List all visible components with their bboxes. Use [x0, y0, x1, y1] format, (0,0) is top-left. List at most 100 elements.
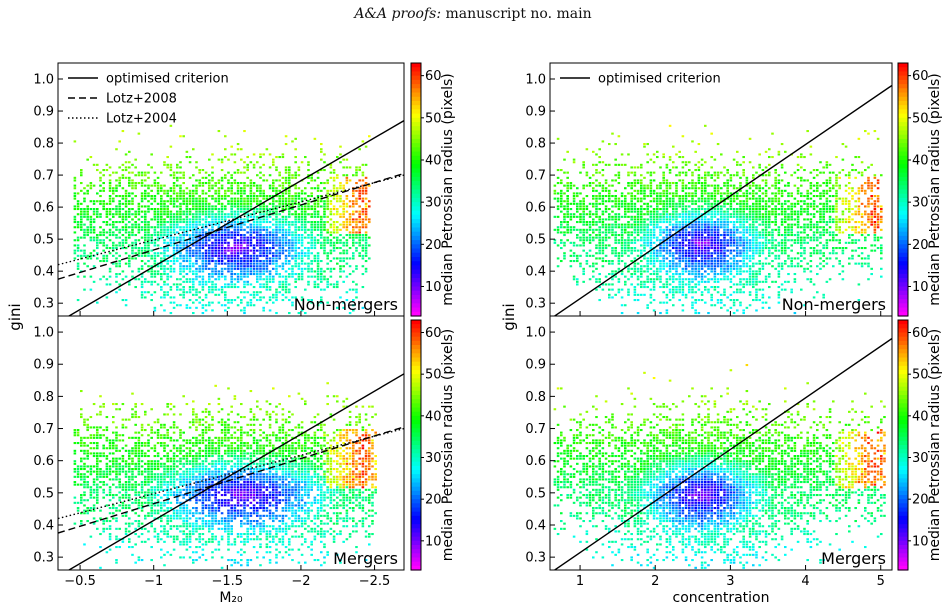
heatmap-cell [134, 213, 137, 216]
heatmap-cell [259, 499, 262, 502]
heatmap-cell [243, 431, 246, 434]
heatmap-cell [304, 491, 307, 494]
heatmap-cell [169, 197, 173, 200]
heatmap-cell [73, 195, 77, 198]
heatmap-cell [275, 223, 278, 226]
heatmap-cell [92, 184, 96, 187]
heatmap-cell [124, 304, 128, 307]
heatmap-cell [233, 473, 237, 476]
heatmap-cell [291, 473, 294, 476]
heatmap-cell [352, 210, 355, 213]
heatmap-cell [262, 462, 265, 465]
heatmap-cell [140, 182, 144, 185]
heatmap-cell [134, 158, 137, 161]
heatmap-cell [265, 205, 269, 208]
heatmap-cell [281, 299, 285, 302]
heatmap-cell [140, 291, 144, 294]
heatmap-cell [233, 286, 237, 289]
heatmap-cell [268, 468, 272, 471]
heatmap-cell [211, 234, 214, 237]
heatmap-cell [182, 520, 185, 523]
heatmap-cell [348, 273, 352, 276]
heatmap-cell [208, 174, 211, 177]
heatmap-cell [240, 301, 243, 304]
legend-entry: optimised criterion [106, 72, 229, 87]
heatmap-cell [211, 228, 214, 231]
heatmap-cell [284, 280, 288, 283]
heatmap-cell [252, 208, 256, 211]
colorbar-segment [411, 96, 421, 102]
heatmap-cell [217, 179, 221, 182]
heatmap-cell [332, 478, 336, 481]
heatmap-cell [233, 171, 237, 174]
heatmap-cell [166, 283, 169, 286]
heatmap-cell [208, 228, 211, 231]
heatmap-cell [345, 226, 349, 229]
heatmap-cell [115, 431, 118, 434]
heatmap-cell [262, 228, 265, 231]
heatmap-cell [288, 488, 291, 491]
heatmap-cell [163, 449, 166, 452]
heatmap-cell [339, 559, 342, 562]
heatmap-cell [192, 312, 195, 315]
heatmap-cell [230, 257, 233, 260]
heatmap-cell [134, 486, 137, 489]
heatmap-cell [124, 205, 128, 208]
heatmap-cell [313, 202, 317, 205]
heatmap-cell [118, 208, 121, 211]
heatmap-cell [233, 234, 237, 237]
heatmap-cell [374, 468, 377, 471]
heatmap-cell [140, 449, 144, 452]
colorbar-segment [411, 223, 421, 229]
heatmap-cell [262, 213, 265, 216]
heatmap-cell [275, 260, 278, 263]
heatmap-cell [227, 548, 230, 551]
heatmap-cell [240, 202, 243, 205]
heatmap-cell [284, 501, 288, 504]
heatmap-cell [368, 434, 371, 437]
heatmap-cell [185, 228, 189, 231]
heatmap-cell [128, 200, 131, 203]
heatmap-cell [342, 434, 345, 437]
heatmap-cell [163, 210, 166, 213]
heatmap-cell [294, 273, 297, 276]
heatmap-cell [96, 444, 99, 447]
heatmap-cell [252, 416, 256, 419]
heatmap-cell [217, 197, 221, 200]
heatmap-cell [323, 221, 326, 224]
heatmap-cell [92, 163, 96, 166]
heatmap-cell [352, 192, 355, 195]
heatmap-cell [230, 192, 233, 195]
heatmap-cell [115, 265, 118, 268]
heatmap-cell [294, 465, 297, 468]
heatmap-cell [144, 249, 147, 252]
heatmap-cell [240, 171, 243, 174]
heatmap-cell [188, 257, 192, 260]
heatmap-cell [188, 213, 192, 216]
heatmap-cell [272, 488, 275, 491]
heatmap-cell [307, 283, 310, 286]
heatmap-cell [134, 244, 137, 247]
heatmap-cell [291, 174, 294, 177]
heatmap-cell [326, 530, 329, 533]
heatmap-cell [204, 257, 208, 260]
heatmap-cell [214, 265, 217, 268]
colorbar-segment [411, 294, 421, 300]
heatmap-cell [275, 553, 278, 556]
heatmap-cell [243, 306, 246, 309]
heatmap-cell [249, 293, 253, 296]
heatmap-cell [297, 431, 301, 434]
heatmap-cell [89, 231, 93, 234]
heatmap-cell [236, 468, 240, 471]
heatmap-cell [320, 475, 323, 478]
heatmap-cell [348, 475, 352, 478]
heatmap-cell [83, 210, 86, 213]
heatmap-cell [345, 475, 349, 478]
heatmap-cell [265, 247, 269, 250]
heatmap-cell [121, 504, 125, 507]
heatmap-cell [284, 483, 288, 486]
heatmap-cell [233, 470, 237, 473]
heatmap-cell [358, 475, 361, 478]
heatmap-cell [220, 304, 224, 307]
heatmap-cell [246, 304, 249, 307]
